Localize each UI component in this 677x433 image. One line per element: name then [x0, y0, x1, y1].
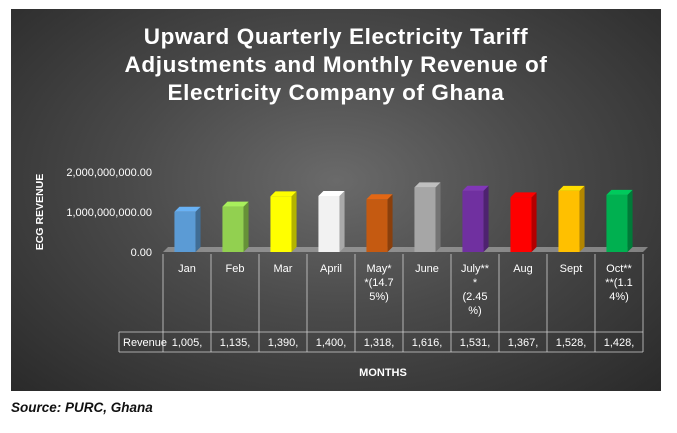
- bar-top-8: [558, 185, 585, 191]
- chart-title-line-3: Electricity Company of Ghana: [167, 80, 505, 105]
- table-value-2: 1,390,: [268, 337, 299, 349]
- bar-top-3: [318, 191, 345, 196]
- bar-top-1: [222, 201, 249, 207]
- bar-top-4: [366, 194, 393, 200]
- bar-front-9: [606, 194, 628, 252]
- bar-side-1: [243, 201, 249, 252]
- chart-title-line-1: Upward Quarterly Electricity Tariff: [143, 24, 529, 49]
- chart-panel: Upward Quarterly Electricity Tariff Adju…: [11, 9, 661, 391]
- x-tick-label-line: *: [473, 277, 478, 289]
- bar-front-5: [414, 187, 436, 252]
- table-value-5: 1,616,: [412, 337, 443, 349]
- x-tick-label-0: Jan: [178, 263, 196, 275]
- table-value-8: 1,528,: [556, 337, 587, 349]
- x-tick-label-line: April: [320, 263, 342, 275]
- x-tick-label-line: Aug: [513, 263, 533, 275]
- x-tick-label-line: Feb: [226, 263, 245, 275]
- y-axis-title: ECG REVENUE: [34, 174, 46, 250]
- bar-front-8: [558, 190, 580, 252]
- table-value-4: 1,318,: [364, 337, 395, 349]
- bar-front-7: [510, 197, 532, 252]
- bar-top-9: [606, 189, 633, 195]
- bar-side-9: [627, 189, 633, 252]
- x-tick-label-4: May* *(14.7 5%): [364, 263, 393, 303]
- table-value-7: 1,367,: [508, 337, 539, 349]
- bar-top-0: [174, 206, 201, 212]
- y-tick-label-2: 2,000,000,000.00: [66, 167, 152, 179]
- chart-plot: ECG REVENUE 0.00 1,000,000,000.00 2,000,000…: [34, 167, 648, 379]
- bar-side-4: [387, 194, 393, 252]
- bar-side-5: [435, 182, 441, 252]
- bar-side-7: [531, 192, 537, 252]
- x-tick-label-line: (2.45: [462, 291, 487, 303]
- y-tick-label-0: 0.00: [131, 247, 152, 259]
- table-value-0: 1,005,: [172, 337, 203, 349]
- x-axis-title: MONTHS: [359, 367, 407, 379]
- bar-side-8: [579, 185, 585, 252]
- bar-front-2: [270, 196, 292, 252]
- bar-top-6: [462, 185, 489, 191]
- x-tick-label-line: *(14.7: [364, 277, 393, 289]
- x-tick-label-line: Jan: [178, 263, 196, 275]
- table-value-1: 1,135,: [220, 337, 251, 349]
- x-tick-label-3: April: [320, 263, 342, 275]
- x-tick-label-9: Oct** **(1.1 4%): [605, 263, 633, 303]
- table-value-3: 1,400,: [316, 337, 347, 349]
- bar-side-2: [291, 191, 297, 252]
- x-tick-label-line: July**: [461, 263, 490, 275]
- bar-top-5: [414, 182, 441, 188]
- x-tick-label-line: May*: [366, 263, 392, 275]
- x-tick-label-line: 5%): [369, 291, 389, 303]
- x-tick-label-1: Feb: [226, 263, 245, 275]
- x-tick-label-2: Mar: [274, 263, 293, 275]
- bar-front-4: [366, 199, 388, 252]
- chart-title: Upward Quarterly Electricity Tariff Adju…: [11, 23, 661, 107]
- bar-top-2: [270, 191, 297, 197]
- chart-title-line-2: Adjustments and Monthly Revenue of: [124, 52, 548, 77]
- y-tick-label-1: 1,000,000,000.00: [66, 207, 152, 219]
- x-tick-label-line: **(1.1: [605, 277, 633, 289]
- x-tick-label-line: Oct**: [606, 263, 632, 275]
- bar-front-6: [462, 190, 484, 252]
- bar-side-6: [483, 185, 489, 252]
- bar-front-3: [318, 196, 340, 252]
- bar-front-1: [222, 206, 244, 252]
- bar-front-0: [174, 211, 196, 252]
- table-value-6: 1,531,: [460, 337, 491, 349]
- x-tick-label-line: Mar: [274, 263, 293, 275]
- x-tick-label-7: Aug: [513, 263, 533, 275]
- x-tick-label-line: %): [468, 305, 481, 317]
- x-tick-label-line: Sept: [560, 263, 583, 275]
- x-tick-label-line: June: [415, 263, 439, 275]
- source-note: Source: PURC, Ghana: [11, 400, 153, 415]
- bar-top-7: [510, 192, 537, 198]
- x-tick-label-5: June: [415, 263, 439, 275]
- x-tick-label-8: Sept: [560, 263, 583, 275]
- bar-side-3: [339, 191, 345, 252]
- table-value-9: 1,428,: [604, 337, 635, 349]
- bar-side-0: [195, 206, 201, 252]
- x-tick-label-line: 4%): [609, 291, 629, 303]
- x-tick-label-6: July** * (2.45%): [461, 263, 490, 317]
- table-series-name: Revenue: [123, 337, 167, 349]
